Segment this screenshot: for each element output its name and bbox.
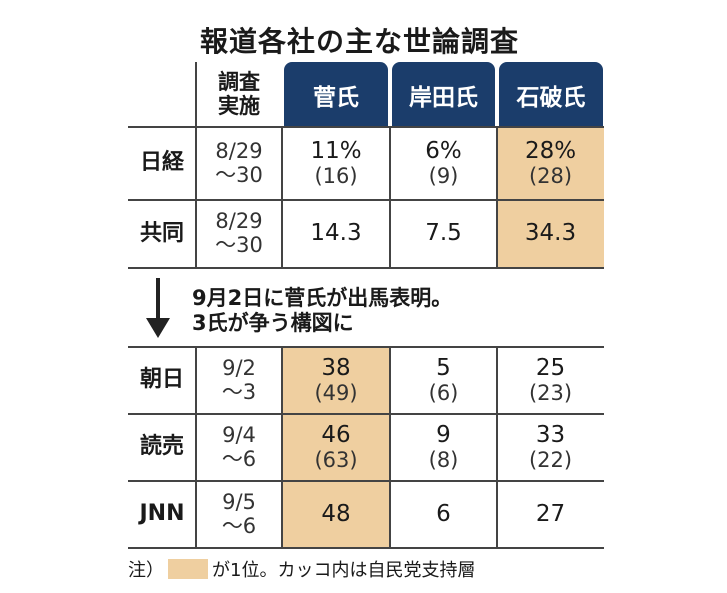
arrow-down-icon [156, 278, 160, 322]
ldp-supporter-value: (16) [314, 163, 358, 188]
date-start: 8/29 [215, 138, 263, 163]
support-value-cell: 6% (9) [390, 127, 497, 200]
column-divider [389, 347, 391, 548]
survey-date: 8/29 ～30 [196, 127, 282, 200]
support-value-cell: 46 (63) [282, 414, 390, 481]
support-value: 7.5 [425, 220, 462, 247]
table-divider [128, 480, 604, 482]
support-value: 6% [425, 137, 462, 164]
footnote-prefix: 注） [128, 560, 164, 581]
column-divider [195, 62, 197, 268]
date-column-header: 調査 実施 [196, 62, 282, 127]
support-value: 48 [321, 500, 351, 527]
support-value-cell: 11% (16) [282, 127, 390, 200]
support-value: 25 [535, 354, 566, 381]
support-value-cell: 5 (6) [390, 347, 497, 414]
table-divider [128, 267, 604, 269]
survey-date: 9/5 ～6 [196, 481, 282, 548]
table-divider [128, 346, 604, 348]
support-value: 6 [436, 500, 451, 527]
support-value-cell: 9 (8) [390, 414, 497, 481]
support-value: 34.3 [524, 220, 577, 247]
support-value: 11% [310, 137, 362, 164]
support-value-cell: 25 (23) [497, 347, 604, 414]
column-divider [496, 127, 498, 268]
support-value: 5 [436, 354, 451, 381]
date-end: ～6 [221, 513, 257, 538]
table-divider [128, 126, 604, 128]
table-divider [128, 547, 604, 549]
support-value-cell: 7.5 [390, 200, 497, 268]
support-value: 27 [535, 500, 566, 527]
note-line-1: 9月2日に菅氏が出馬表明。 [192, 286, 453, 310]
column-divider [496, 347, 498, 548]
column-divider [281, 347, 283, 548]
arrow-head-icon [146, 318, 170, 338]
date-end: ～30 [215, 233, 263, 257]
highlight-cell-bg [283, 347, 390, 414]
column-divider [389, 127, 391, 268]
date-end: ～6 [221, 446, 257, 471]
ldp-supporter-value: (22) [528, 447, 573, 472]
ldp-supporter-value: (6) [428, 380, 459, 405]
highlight-cell-bg [283, 481, 390, 548]
highlight-cell-bg [283, 414, 390, 481]
support-value-cell: 33 (22) [497, 414, 604, 481]
ldp-supporter-value: (28) [528, 163, 573, 188]
highlight-cell-bg [498, 127, 604, 200]
support-value: 38 [321, 354, 351, 381]
support-value: 46 [321, 421, 351, 448]
announcement-note: 9月2日に菅氏が出馬表明。 3氏が争う構図に [192, 286, 452, 336]
support-value-cell: 14.3 [282, 200, 390, 268]
table-divider [128, 413, 604, 415]
support-value-cell: 34.3 [497, 200, 604, 268]
support-value-cell: 48 [282, 481, 390, 548]
outlet-name: 共同 [139, 220, 184, 246]
ldp-supporter-value: (8) [428, 447, 459, 472]
support-value: 14.3 [310, 220, 362, 247]
survey-date: 9/2 ～3 [196, 347, 282, 414]
page-title: 報道各社の主な世論調査 [200, 25, 520, 58]
support-value: 28% [524, 137, 577, 164]
highlight-legend-swatch [168, 559, 208, 579]
highlight-cell-bg [498, 200, 604, 268]
candidate-header-kishida: 岸田氏 [392, 62, 495, 127]
date-label-2: 実施 [218, 93, 260, 118]
ldp-supporter-value: (63) [314, 447, 358, 472]
support-value-cell: 6 [390, 481, 497, 548]
table-divider [128, 199, 604, 201]
date-end: ～30 [215, 162, 263, 187]
date-start: 9/2 [222, 355, 256, 380]
candidate-header-ishiba: 石破氏 [499, 62, 603, 127]
support-value: 9 [436, 421, 451, 448]
outlet-name: JNN [139, 501, 185, 527]
candidate-header-suga: 菅氏 [284, 62, 388, 127]
date-label-1: 調査 [218, 69, 260, 94]
support-value: 33 [535, 421, 566, 448]
date-start: 9/5 [222, 489, 256, 514]
date-start: 8/29 [215, 209, 263, 234]
support-value-cell: 28% (28) [497, 127, 604, 200]
column-divider [195, 347, 197, 548]
date-end: ～3 [221, 379, 257, 404]
survey-date: 9/4 ～6 [196, 414, 282, 481]
outlet-name: 日経 [139, 150, 184, 176]
ldp-supporter-value: (23) [528, 380, 573, 405]
support-value-cell: 27 [497, 481, 604, 548]
outlet-name: 朝日 [139, 367, 184, 393]
support-value-cell: 38 (49) [282, 347, 390, 414]
date-start: 9/4 [222, 422, 256, 447]
ldp-supporter-value: (49) [314, 380, 358, 405]
footnote: 注） が1位。カッコ内は自民党支持層 [128, 556, 475, 582]
column-divider [281, 127, 283, 268]
note-line-2: 3氏が争う構図に [192, 311, 354, 336]
survey-date: 8/29 ～30 [196, 200, 282, 268]
ldp-supporter-value: (9) [428, 163, 459, 188]
outlet-name: 読売 [139, 434, 184, 460]
footnote-text: が1位。カッコ内は自民党支持層 [212, 560, 476, 581]
